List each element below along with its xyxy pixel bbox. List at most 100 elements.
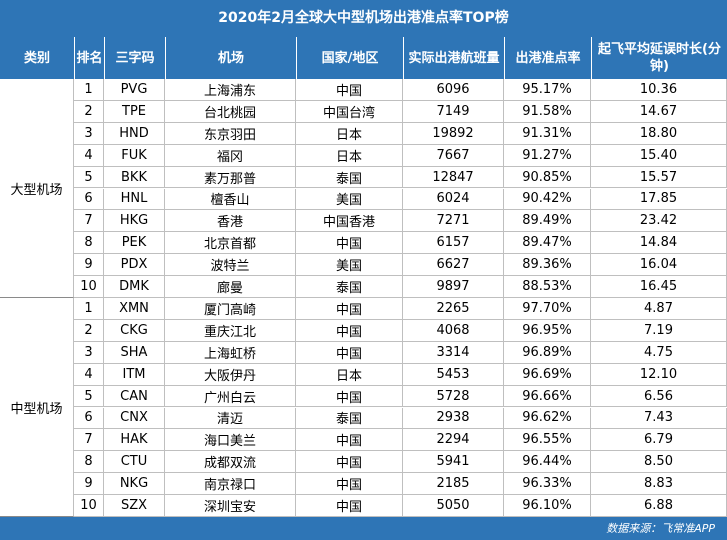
table-cell: FUK <box>104 144 165 167</box>
table-cell: 16.45 <box>591 276 727 298</box>
table-cell: 8.50 <box>591 451 727 474</box>
table-cell: 中国 <box>296 319 403 342</box>
table-cell: BKK <box>104 166 165 189</box>
table-cell: 2294 <box>403 429 504 452</box>
table-cell: 中国 <box>296 495 403 517</box>
table-title: 2020年2月全球大中型机场出港准点率TOP榜 <box>0 0 727 37</box>
table-cell: 5050 <box>403 495 504 517</box>
table-cell: 6.56 <box>591 385 727 408</box>
table-cell: 日本 <box>296 144 403 167</box>
table-cell: 海口美兰 <box>165 429 296 452</box>
table-cell: 10 <box>74 495 104 517</box>
table-cell: HAK <box>104 429 165 452</box>
table-cell: 7 <box>74 210 104 233</box>
table-cell: 7 <box>74 429 104 452</box>
category-cell: 大型机场 <box>0 79 74 298</box>
table-cell: 23.42 <box>591 210 727 233</box>
table-cell: 中国香港 <box>296 210 403 233</box>
table-cell: 3 <box>74 341 104 364</box>
table-cell: 6096 <box>403 79 504 101</box>
table-cell: 90.42% <box>504 188 591 211</box>
data-source-footer: 数据来源：飞常准APP <box>0 517 727 540</box>
table-cell: CTU <box>104 451 165 474</box>
table-cell: 泰国 <box>296 407 403 430</box>
table-cell: 91.31% <box>504 122 591 145</box>
table-cell: 6 <box>74 188 104 211</box>
table-cell: 美国 <box>296 254 403 277</box>
table-cell: 泰国 <box>296 166 403 189</box>
column-header: 机场 <box>165 37 296 79</box>
table-cell: DMK <box>104 276 165 298</box>
table-cell: 89.49% <box>504 210 591 233</box>
table-cell: SHA <box>104 341 165 364</box>
table-cell: 96.33% <box>504 473 591 496</box>
table-cell: ITM <box>104 363 165 386</box>
table-cell: 96.44% <box>504 451 591 474</box>
table-cell: 8.83 <box>591 473 727 496</box>
table-cell: 96.55% <box>504 429 591 452</box>
table-cell: 18.80 <box>591 122 727 145</box>
table-cell: 96.95% <box>504 319 591 342</box>
table-cell: 8 <box>74 232 104 255</box>
table-cell: 5 <box>74 385 104 408</box>
table-cell: 2265 <box>403 298 504 320</box>
table-cell: 95.17% <box>504 79 591 101</box>
table-cell: 中国 <box>296 451 403 474</box>
table-cell: 台北桃园 <box>165 100 296 123</box>
table-cell: 96.10% <box>504 495 591 517</box>
table-cell: 8 <box>74 451 104 474</box>
table-cell: 上海浦东 <box>165 79 296 101</box>
table-cell: 福冈 <box>165 144 296 167</box>
table-cell: 成都双流 <box>165 451 296 474</box>
column-header: 国家/地区 <box>296 37 403 79</box>
table-cell: 7149 <box>403 100 504 123</box>
table-cell: 5 <box>74 166 104 189</box>
table-cell: 7667 <box>403 144 504 167</box>
table-cell: 2 <box>74 319 104 342</box>
table-cell: 12847 <box>403 166 504 189</box>
table-cell: CKG <box>104 319 165 342</box>
table-cell: 重庆江北 <box>165 319 296 342</box>
table-header-row: 类别 排名 三字码 机场 国家/地区 实际出港航班量 出港准点率 起飞平均延误时长(分钟) <box>0 37 727 79</box>
table-cell: 日本 <box>296 363 403 386</box>
table-cell: 10 <box>74 276 104 298</box>
table-cell: 4 <box>74 363 104 386</box>
table-cell: 15.40 <box>591 144 727 167</box>
table-cell: HNL <box>104 188 165 211</box>
table-cell: 15.57 <box>591 166 727 189</box>
table-cell: 5728 <box>403 385 504 408</box>
table-cell: 97.70% <box>504 298 591 320</box>
table-cell: 9897 <box>403 276 504 298</box>
table-cell: 7271 <box>403 210 504 233</box>
table-body: 大型机场 1 PVG 上海浦东 中国 6096 95.17% 10.36 2 TPE 台北桃园 中国台… <box>0 79 727 517</box>
table-cell: 6 <box>74 407 104 430</box>
table-cell: 大阪伊丹 <box>165 363 296 386</box>
table-cell: 7.43 <box>591 407 727 430</box>
column-header: 出港准点率 <box>504 37 591 79</box>
table-cell: 厦门高崎 <box>165 298 296 320</box>
table-cell: 素万那普 <box>165 166 296 189</box>
table-cell: TPE <box>104 100 165 123</box>
column-header: 排名 <box>74 37 104 79</box>
table-cell: 美国 <box>296 188 403 211</box>
table-cell: 檀香山 <box>165 188 296 211</box>
table-cell: 17.85 <box>591 188 727 211</box>
table-cell: 4068 <box>403 319 504 342</box>
table-cell: HND <box>104 122 165 145</box>
category-cell: 中型机场 <box>0 298 74 517</box>
table-cell: CNX <box>104 407 165 430</box>
table-cell: 89.47% <box>504 232 591 255</box>
table-cell: 5941 <box>403 451 504 474</box>
column-header: 起飞平均延误时长(分钟) <box>591 37 727 79</box>
table-cell: 日本 <box>296 122 403 145</box>
table-cell: CAN <box>104 385 165 408</box>
table-cell: 深圳宝安 <box>165 495 296 517</box>
table-cell: 2938 <box>403 407 504 430</box>
table-cell: 3 <box>74 122 104 145</box>
table-cell: 10.36 <box>591 79 727 101</box>
table-cell: 9 <box>74 473 104 496</box>
table-cell: 中国 <box>296 385 403 408</box>
table-cell: 91.27% <box>504 144 591 167</box>
table-cell: 波特兰 <box>165 254 296 277</box>
table-cell: 4.75 <box>591 341 727 364</box>
